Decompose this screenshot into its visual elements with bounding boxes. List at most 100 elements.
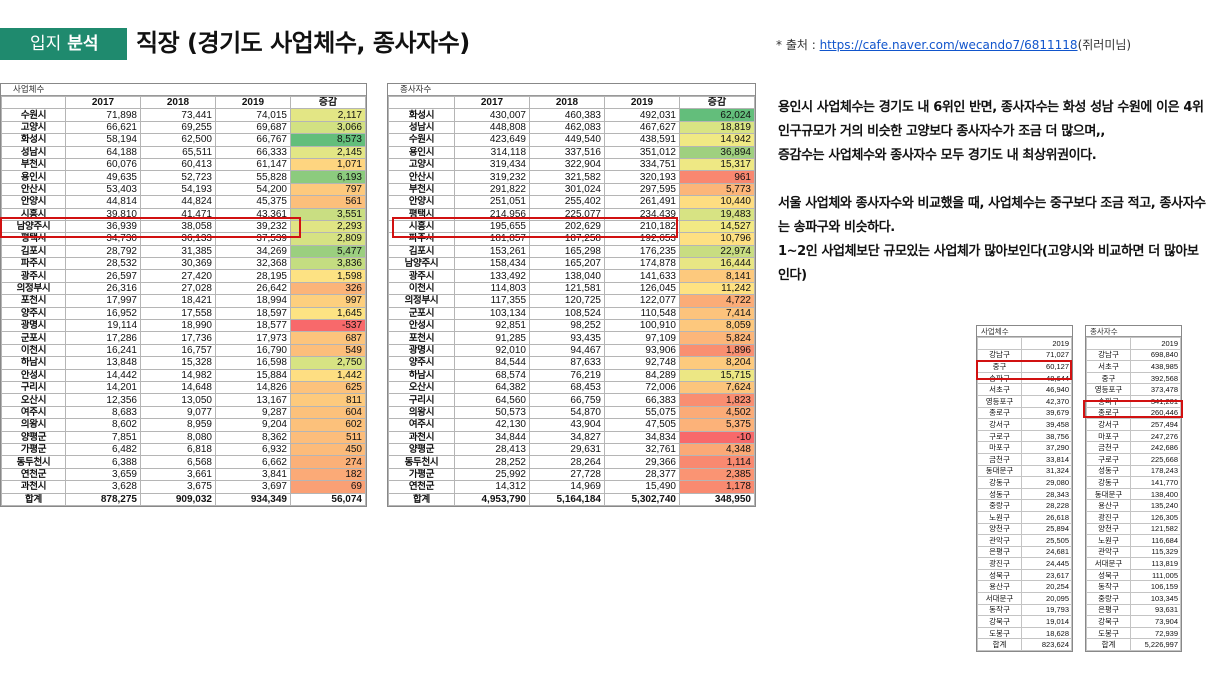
- column-header: 2018: [529, 95, 605, 110]
- employee-count-table: 종사자수 2017 2018 2019 증감 화성시 430,007 460,383 492…: [387, 83, 756, 507]
- column-header: 2019: [604, 95, 680, 110]
- column-header: 2017: [65, 95, 141, 110]
- change-cell: 687: [290, 331, 366, 345]
- table-row: 군포시 103,134 108,524 110,548 7,414: [388, 306, 755, 321]
- district-value: 38,756: [1021, 429, 1072, 443]
- cell-value: 9,287: [215, 405, 291, 420]
- business-count-caption: 사업체수: [1, 84, 366, 96]
- cell-value: 26,642: [215, 281, 291, 296]
- district-name: 도봉구: [977, 626, 1022, 640]
- header-year: 2019: [1021, 337, 1072, 350]
- row-name: 의정부시: [1, 281, 66, 296]
- table-header-row: 2017 2018 2019 증감: [388, 95, 755, 110]
- district-name: 강북구: [1086, 615, 1131, 628]
- change-cell: 7,414: [679, 306, 755, 321]
- district-name: 강서구: [1086, 418, 1131, 431]
- page-title: 직장 (경기도 사업체수, 종사자수): [136, 29, 470, 57]
- district-value: 103,345: [1130, 592, 1181, 605]
- cell-value: 27,728: [529, 467, 605, 482]
- table-row: 가평군 6,482 6,818 6,932 450: [1, 442, 366, 457]
- cell-value: 337,516: [529, 145, 605, 159]
- district-value: 115,329: [1130, 545, 1181, 559]
- cell-value: 27,028: [140, 281, 216, 296]
- table-row: 용산구 135,240: [1086, 499, 1181, 512]
- cell-value: 34,844: [454, 430, 530, 444]
- cell-value: 17,973: [215, 331, 291, 345]
- cell-value: 29,366: [604, 455, 680, 469]
- table-row: 안성시 14,442 14,982 15,884 1,442: [1, 368, 366, 383]
- cell-value: 467,627: [604, 120, 680, 135]
- row-name: 용인시: [1, 170, 66, 184]
- row-name: 화성시: [1, 133, 66, 147]
- row-name: 안양시: [1, 195, 66, 209]
- cell-value: 28,377: [604, 467, 680, 482]
- cell-value: 319,232: [454, 170, 530, 184]
- district-value: 28,228: [1021, 499, 1072, 512]
- cell-value: 192,653: [604, 232, 680, 246]
- cell-value: 9,204: [215, 418, 291, 432]
- cell-value: 94,467: [529, 343, 605, 358]
- table-row: 시흥시 39,810 41,471 43,361 3,551: [1, 207, 366, 221]
- district-value: 39,458: [1021, 418, 1072, 431]
- district-value: 33,814: [1021, 452, 1072, 466]
- change-cell: 549: [290, 343, 366, 358]
- change-cell: 36,894: [679, 145, 755, 159]
- district-name: 영등포구: [977, 394, 1022, 408]
- row-name: 안성시: [1, 368, 66, 383]
- section-tag: 입지 분석: [0, 28, 127, 60]
- cell-value: 3,661: [140, 467, 216, 482]
- cell-value: 6,388: [65, 455, 141, 469]
- table-row: 성북구 111,005: [1086, 568, 1181, 582]
- cell-value: 12,356: [65, 393, 141, 407]
- row-name: 포천시: [388, 331, 455, 345]
- change-cell: 11,242: [679, 281, 755, 296]
- cell-value: 72,006: [604, 380, 680, 395]
- cell-value: 334,751: [604, 157, 680, 172]
- cell-value: 47,505: [604, 418, 680, 432]
- cell-value: 74,015: [215, 108, 291, 122]
- cell-value: 3,659: [65, 467, 141, 482]
- change-cell: 511: [290, 430, 366, 444]
- district-value: 116,684: [1130, 534, 1181, 547]
- change-cell: 14,527: [679, 219, 755, 234]
- source-link[interactable]: https://cafe.naver.com/wecando7/6811118: [819, 38, 1078, 52]
- table-row: 과천시 34,844 34,827 34,834 -10: [388, 430, 755, 444]
- cell-value: 14,442: [65, 368, 141, 383]
- cell-value: 110,548: [604, 306, 680, 321]
- district-value: 71,027: [1021, 348, 1072, 362]
- change-cell: -10: [679, 430, 755, 444]
- table-row: 노원구 26,618: [977, 510, 1072, 524]
- cell-value: 36,939: [65, 219, 141, 234]
- table-row: 종로구 260,446: [1086, 406, 1181, 420]
- district-name: 구로구: [977, 429, 1022, 443]
- row-name: 안산시: [1, 182, 66, 197]
- cell-value: 3,841: [215, 467, 291, 482]
- row-name: 부천시: [388, 182, 455, 197]
- change-cell: 3,836: [290, 257, 366, 271]
- cell-value: 97,109: [604, 331, 680, 345]
- cell-value: 55,828: [215, 170, 291, 184]
- total-label: 합계: [388, 492, 455, 506]
- cell-value: 19,114: [65, 319, 141, 333]
- district-value: 141,770: [1130, 476, 1181, 489]
- cell-value: 66,759: [529, 393, 605, 407]
- table-row: 고양시 319,434 322,904 334,751 15,317: [388, 157, 755, 172]
- cell-value: 68,453: [529, 380, 605, 395]
- cell-value: 15,328: [140, 356, 216, 370]
- table-row: 동대문구 31,324: [977, 464, 1072, 478]
- table-row: 구리시 64,560 66,759 66,383 1,823: [388, 393, 755, 407]
- cell-value: 100,910: [604, 319, 680, 333]
- source-note: * 출처 : https://cafe.naver.com/wecando7/6…: [776, 36, 1131, 53]
- change-cell: 2,750: [290, 356, 366, 370]
- change-cell: 997: [290, 294, 366, 308]
- row-name: 양평군: [1, 430, 66, 444]
- row-name: 광주시: [388, 269, 455, 283]
- change-cell: 62,024: [679, 108, 755, 122]
- change-cell: 2,293: [290, 219, 366, 234]
- cell-value: 55,075: [604, 405, 680, 420]
- cell-value: 117,355: [454, 294, 530, 308]
- cell-value: 225,077: [529, 207, 605, 221]
- total-value: 4,953,790: [454, 492, 530, 506]
- row-name: 파주시: [388, 232, 455, 246]
- table-row: 여주시 42,130 43,904 47,505 5,375: [388, 418, 755, 432]
